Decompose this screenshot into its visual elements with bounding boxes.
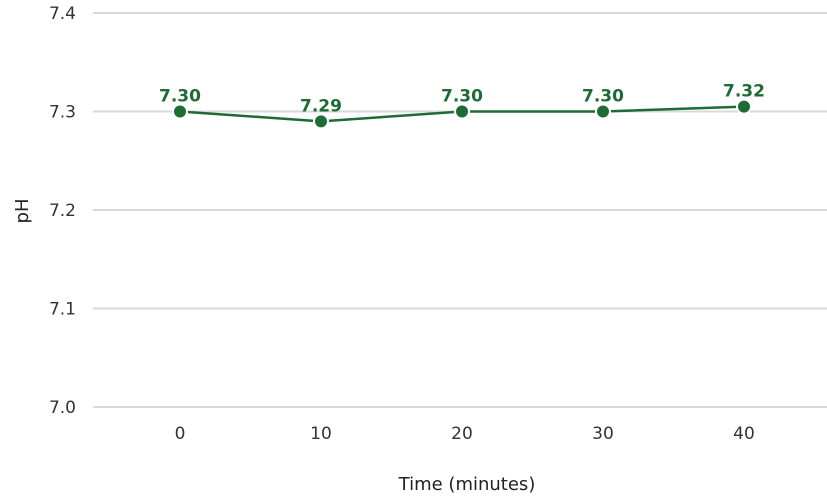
y-tick-label: 7.0 (49, 398, 76, 418)
series-layer (172, 98, 752, 130)
y-tick-labels: 7.0 7.1 7.2 7.3 7.4 (49, 4, 76, 418)
data-label: 7.29 (300, 96, 342, 116)
y-tick-label: 7.4 (49, 4, 76, 24)
data-label: 7.30 (159, 87, 201, 107)
x-axis-label: Time (minutes) (398, 474, 536, 495)
data-label: 7.30 (582, 87, 624, 107)
grid-layer (93, 12, 827, 408)
data-point (313, 113, 329, 130)
y-tick-label: 7.1 (49, 300, 76, 320)
data-label: 7.32 (723, 82, 765, 102)
data-label: 7.30 (441, 87, 483, 107)
x-tick-label: 10 (310, 424, 332, 444)
x-tick-label: 0 (175, 424, 186, 444)
y-tick-label: 7.3 (49, 103, 76, 123)
data-point (454, 103, 470, 120)
y-tick-label: 7.2 (49, 201, 76, 221)
x-tick-labels: 0 10 20 30 40 (175, 424, 755, 444)
x-tick-label: 30 (592, 424, 614, 444)
x-tick-label: 20 (451, 424, 473, 444)
x-tick-label: 40 (733, 424, 755, 444)
data-point (595, 103, 611, 120)
data-point (172, 103, 188, 120)
data-label-layer: 7.30 7.29 7.30 7.30 7.32 (159, 82, 765, 117)
data-point (736, 98, 752, 115)
y-axis-label: pH (12, 199, 33, 224)
